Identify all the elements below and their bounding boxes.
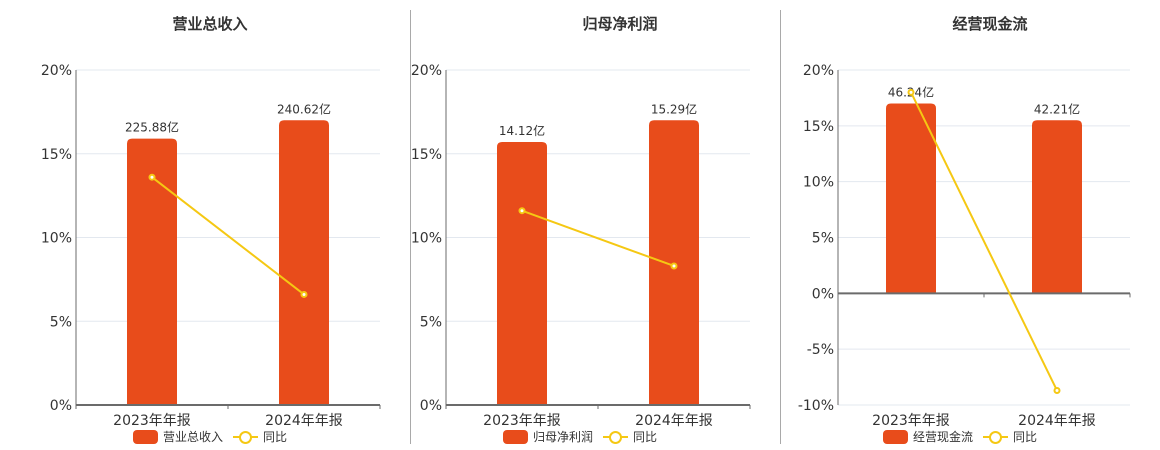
x-tick-label: 2024年年报: [265, 413, 343, 429]
chart-plot-area: 20% 15% 10% 5% 0% 225.88亿 2023年年报 240.62亿 2024年年…: [41, 63, 381, 429]
x-tick-label: 2024年年报: [635, 413, 713, 429]
yoy-point[interactable]: [670, 262, 678, 270]
chart-title: 经营现金流: [952, 15, 1028, 33]
y-tick-label: 20%: [41, 63, 72, 79]
y-tick-label: 10%: [41, 231, 72, 247]
bar[interactable]: [1032, 120, 1082, 294]
chart-panel-operating-cashflow: 经营现金流 20%15%10%5%0%-5%-10%46.24亿2023年年报4…: [780, 0, 1160, 450]
y-tick-label: 5%: [812, 231, 834, 247]
chart-panel-net-profit: 归母净利润 20% 15% 10% 5% 0% 14.12亿 2023年年报 15.29亿 20…: [370, 0, 770, 450]
bar[interactable]: [279, 120, 329, 405]
y-tick-label: -10%: [798, 398, 834, 414]
bar-value-label: 240.62亿: [277, 101, 331, 116]
yoy-point[interactable]: [518, 207, 526, 215]
y-tick-label: 20%: [803, 63, 834, 79]
bar[interactable]: [886, 103, 936, 294]
y-tick-label: -5%: [807, 342, 834, 358]
yoy-line: [910, 91, 1058, 391]
chart-plot-area: 20% 15% 10% 5% 0% 14.12亿 2023年年报 15.29亿 2024年年报: [411, 63, 751, 429]
y-tick-label: 10%: [803, 175, 834, 191]
y-tick-label: 15%: [803, 119, 834, 135]
yoy-line: [521, 209, 675, 267]
chart-title: 归母净利润: [582, 15, 658, 33]
yoy-point[interactable]: [148, 173, 156, 181]
y-tick-label: 15%: [41, 147, 72, 163]
chart-plot-area: 20%15%10%5%0%-5%-10%46.24亿2023年年报42.21亿2…: [798, 63, 1131, 429]
legend-bar-label[interactable]: 归母净利润: [533, 430, 594, 444]
yoy-point[interactable]: [907, 88, 915, 96]
legend-bar-swatch[interactable]: [503, 429, 528, 444]
bar[interactable]: [127, 138, 177, 406]
x-tick-label: 2023年年报: [872, 413, 950, 429]
y-tick-label: 20%: [411, 63, 442, 79]
chart-legend: 经营现金流 同比: [883, 428, 1037, 445]
bar-value-label: 225.88亿: [125, 120, 179, 135]
legend-bar-label[interactable]: 营业总收入: [163, 430, 224, 444]
x-tick-label: 2023年年报: [483, 413, 561, 429]
yoy-point[interactable]: [300, 290, 308, 298]
yoy-line: [151, 176, 305, 296]
y-tick-label: 10%: [411, 231, 442, 247]
legend-line-label[interactable]: 同比: [1013, 430, 1038, 444]
chart-panel-revenue: 营业总收入 20% 15% 10% 5% 0% 225.88亿 2023年年报 240.62亿…: [0, 0, 400, 450]
bar[interactable]: [497, 142, 547, 405]
legend-bar-label[interactable]: 经营现金流: [913, 430, 974, 444]
yoy-point[interactable]: [1053, 386, 1061, 394]
y-tick-label: 5%: [420, 314, 442, 330]
x-tick-label: 2024年年报: [1018, 413, 1096, 429]
legend-line-icon[interactable]: [233, 430, 259, 444]
panel-divider: [780, 10, 781, 444]
legend-line-icon[interactable]: [603, 430, 629, 444]
y-tick-label: 5%: [50, 314, 72, 330]
chart-legend: 归母净利润 同比: [503, 428, 657, 445]
panel-divider: [410, 10, 411, 444]
legend-line-label[interactable]: 同比: [633, 430, 658, 444]
legend-bar-swatch[interactable]: [883, 429, 908, 444]
chart-legend: 营业总收入 同比: [133, 428, 287, 445]
y-tick-label: 0%: [420, 398, 442, 414]
y-tick-label: 0%: [50, 398, 72, 414]
y-tick-label: 0%: [812, 286, 834, 302]
legend-line-icon[interactable]: [983, 430, 1009, 444]
y-tick-label: 15%: [411, 147, 442, 163]
bar-value-label: 15.29亿: [651, 101, 697, 116]
legend-line-label[interactable]: 同比: [263, 430, 288, 444]
legend-bar-swatch[interactable]: [133, 429, 158, 444]
bar-value-label: 14.12亿: [499, 123, 545, 138]
bar-value-label: 42.21亿: [1034, 101, 1080, 116]
chart-title: 营业总收入: [172, 15, 248, 33]
x-tick-label: 2023年年报: [113, 413, 191, 429]
